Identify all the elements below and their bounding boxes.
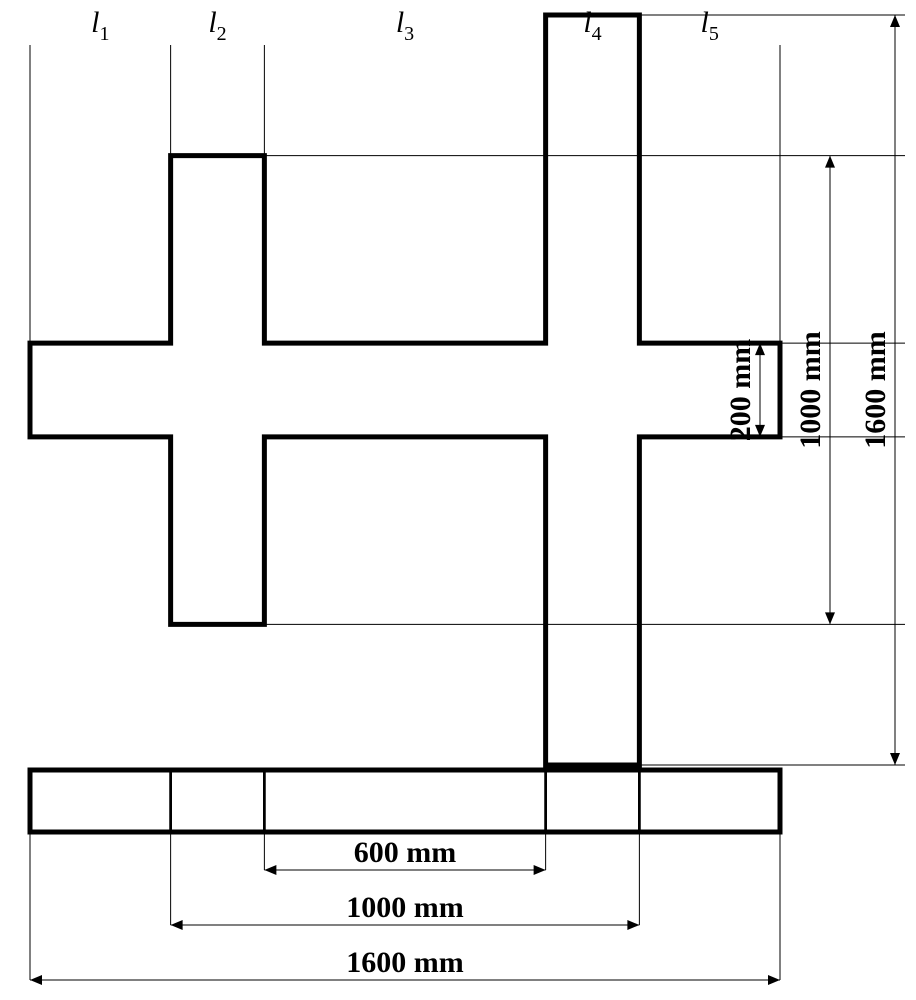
dimension-label: 1000 mm [794, 331, 827, 448]
dimension-label: 1600 mm [859, 331, 892, 448]
diagram-svg: l1 l2 l3 l4 l5 200 mm 1000 mm 1600 mm 600 mm 1000… [0, 0, 916, 1000]
segment-label: l3 [396, 6, 414, 45]
segment-label: l2 [208, 6, 226, 45]
segment-label: l1 [91, 6, 109, 45]
dimension-label: 1600 mm [346, 946, 463, 979]
double-cross-outline [30, 15, 780, 765]
dimension-label: 200 mm [724, 339, 757, 441]
dimension-label: 1000 mm [346, 891, 463, 924]
segment-label: l4 [583, 6, 601, 45]
section-bar-outline [30, 770, 780, 832]
dimension-label: 600 mm [354, 836, 456, 869]
segment-label: l5 [701, 6, 719, 45]
